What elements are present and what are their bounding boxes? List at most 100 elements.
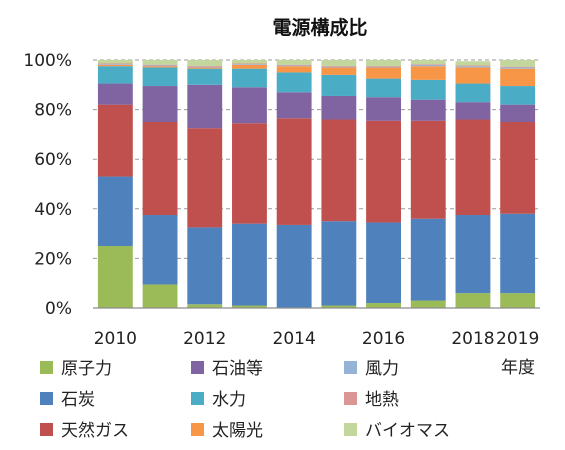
bar-segment: [97, 83, 133, 105]
bar-segment: [455, 65, 491, 67]
bar-segment: [187, 60, 223, 66]
y-tick-label: 20%: [34, 249, 72, 269]
bar-segment: [142, 284, 178, 308]
legend-item: 水力: [191, 390, 246, 410]
bar-segment: [500, 86, 536, 105]
bar-segment: [97, 104, 133, 177]
bar-segment: [97, 64, 133, 67]
bar-segment: [187, 84, 223, 129]
bar-segment: [455, 67, 491, 84]
bar-segment: [321, 119, 357, 222]
legend-label: バイオマス: [365, 421, 450, 441]
bar-segment: [321, 74, 357, 96]
bar-segment: [187, 227, 223, 305]
bar-segment: [366, 303, 401, 308]
bar-segment: [232, 64, 267, 65]
legend-label: 原子力: [61, 359, 112, 379]
bar-segment: [455, 66, 491, 68]
bar-segment: [142, 60, 178, 65]
bar-segment: [321, 60, 357, 66]
x-tick-label: 2018: [451, 329, 494, 349]
y-axis-ticks: 0% 20% 40% 60% 80% 100%: [23, 51, 72, 319]
bar-segment: [410, 64, 446, 67]
x-tick-label: 2014: [273, 329, 316, 349]
bar-segment: [276, 118, 312, 225]
legend-label: 石炭: [61, 390, 95, 410]
legend-label: 風力: [365, 359, 399, 379]
bar-segment: [500, 66, 536, 68]
y-tick-label: 100%: [23, 51, 72, 71]
bar-segment: [500, 60, 536, 67]
bar-segment: [232, 223, 267, 306]
bar-segment: [455, 119, 491, 215]
bar-segment: [410, 218, 446, 301]
bar-segment: [410, 79, 446, 100]
legend-label: 太陽光: [212, 421, 263, 441]
bar-segment: [410, 99, 446, 121]
legend-label: 水力: [212, 390, 246, 410]
bar-segment: [232, 60, 267, 64]
y-tick-label: 60%: [34, 150, 72, 170]
x-tick-label: 2019: [496, 329, 539, 349]
bar-segment: [410, 300, 446, 308]
legend-item: 天然ガス: [40, 421, 129, 441]
bar-segment: [321, 221, 357, 306]
bar-segment: [276, 224, 312, 308]
legend-swatch: [344, 361, 357, 374]
bar-segment: [500, 213, 536, 294]
y-tick-label: 0%: [45, 299, 72, 319]
bar-segment: [455, 102, 491, 120]
bar-segment: [500, 122, 536, 214]
bar-segment: [142, 215, 178, 285]
bar-segment: [187, 67, 223, 69]
x-tick-label: 2010: [94, 329, 137, 349]
bar-segment: [97, 246, 133, 308]
bar-segment: [187, 66, 223, 68]
bar-segment: [276, 92, 312, 119]
legend-item: 石炭: [40, 390, 95, 410]
legend-label: 石油等: [212, 359, 263, 379]
bar-segment: [410, 66, 446, 80]
bar-segment: [142, 66, 178, 68]
bar-segment: [142, 65, 178, 67]
x-tick-label: 2016: [362, 329, 405, 349]
bar-segment: [366, 97, 401, 121]
legend-label: 地熱: [365, 390, 399, 410]
bar-segment: [276, 72, 312, 93]
bar-segment: [142, 64, 178, 66]
bar-segment: [276, 64, 312, 66]
bar-segment: [97, 66, 133, 84]
bar-segment: [142, 86, 178, 122]
x-tick-label: 2012: [183, 329, 226, 349]
bar-segment: [187, 68, 223, 85]
bar-segment: [410, 60, 446, 65]
legend-item: 原子力: [40, 359, 112, 379]
bar-segment: [97, 176, 133, 246]
bar-segment: [366, 222, 401, 304]
legend-item: 石油等: [191, 359, 263, 379]
bar-segment: [455, 215, 491, 294]
bar-segment: [232, 305, 267, 308]
bar-segment: [455, 293, 491, 308]
legend-swatch: [191, 361, 204, 374]
bar-segment: [321, 305, 357, 308]
bar-segment: [366, 66, 401, 68]
bar-segment: [187, 65, 223, 67]
bar-segment: [366, 60, 401, 66]
bar-segment: [232, 63, 267, 65]
legend-swatch: [40, 392, 53, 405]
bar-segment: [97, 63, 133, 65]
legend-item: 地熱: [344, 390, 399, 410]
legend-swatch: [344, 392, 357, 405]
legend-swatch: [40, 423, 53, 436]
bar-segment: [276, 60, 312, 65]
bar-segment: [232, 64, 267, 69]
bar-segment: [366, 65, 401, 67]
bar-segment: [276, 66, 312, 73]
bar-segment: [500, 293, 536, 308]
bar-segment: [500, 67, 536, 69]
legend-swatch: [344, 423, 357, 436]
bar-segment: [321, 67, 357, 75]
bar-segment: [321, 66, 357, 68]
